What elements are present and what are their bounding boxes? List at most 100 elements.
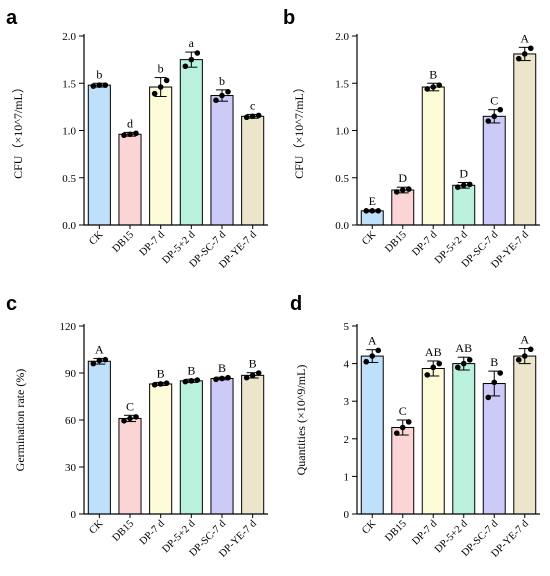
bar bbox=[513, 53, 537, 226]
y-axis-label: Quantities (×10^9/mL) bbox=[294, 365, 308, 476]
data-point bbox=[194, 377, 201, 383]
panel-d: d Quantities (×10^9/mL) 012345ACKCDB15AB… bbox=[290, 293, 540, 560]
data-point bbox=[375, 208, 382, 214]
significance-letter: C bbox=[399, 404, 407, 418]
category-label: DP-7 d bbox=[138, 229, 168, 259]
bar bbox=[87, 84, 111, 226]
data-point bbox=[182, 63, 189, 70]
data-point bbox=[194, 50, 201, 56]
data-point bbox=[363, 208, 370, 214]
data-point bbox=[243, 114, 250, 121]
data-point bbox=[127, 131, 133, 138]
data-point bbox=[399, 424, 406, 431]
bar bbox=[391, 427, 415, 515]
data-point bbox=[515, 357, 522, 363]
y-axis-label: CFU（×10^7/mL） bbox=[11, 81, 25, 179]
data-point bbox=[225, 374, 231, 381]
data-point bbox=[399, 187, 406, 193]
bar bbox=[149, 86, 173, 226]
y-axis-label: CFU（×10^7/mL） bbox=[292, 81, 306, 179]
data-point bbox=[527, 346, 534, 353]
y-tick-label: 0 bbox=[344, 509, 350, 521]
bar bbox=[118, 417, 142, 515]
data-point bbox=[121, 417, 127, 424]
data-point bbox=[249, 372, 256, 379]
data-point bbox=[454, 364, 461, 371]
data-point bbox=[369, 208, 376, 214]
data-point bbox=[255, 370, 262, 376]
y-tick-label: 1.0 bbox=[335, 126, 349, 138]
data-point bbox=[521, 353, 528, 359]
data-point bbox=[96, 82, 103, 88]
data-point bbox=[460, 360, 467, 367]
significance-letter: b bbox=[158, 62, 164, 76]
data-point bbox=[491, 379, 498, 386]
significance-letter: E bbox=[369, 194, 376, 208]
data-point bbox=[163, 77, 170, 84]
y-tick-label: 4 bbox=[344, 359, 350, 371]
data-point bbox=[151, 90, 158, 97]
data-point bbox=[497, 370, 504, 376]
y-tick-label: 120 bbox=[60, 321, 77, 333]
y-tick-label: 5 bbox=[344, 321, 350, 333]
y-tick-label: 90 bbox=[65, 368, 77, 380]
data-point bbox=[133, 414, 139, 420]
significance-letter: A bbox=[520, 333, 529, 347]
bar bbox=[87, 360, 111, 515]
panel-label-b: b bbox=[283, 7, 295, 29]
significance-letter: b bbox=[219, 74, 225, 88]
y-tick-label: 30 bbox=[65, 462, 77, 474]
bar bbox=[421, 86, 445, 226]
data-point bbox=[363, 358, 370, 365]
data-point bbox=[213, 376, 219, 383]
category-label: DP-7 d bbox=[410, 518, 440, 548]
data-point bbox=[527, 45, 534, 52]
category-label: DP-7 d bbox=[410, 229, 440, 259]
data-point bbox=[219, 375, 225, 382]
panel-label-c: c bbox=[6, 293, 17, 315]
bar bbox=[210, 95, 234, 226]
panel-label-d: d bbox=[290, 293, 302, 315]
data-point bbox=[90, 360, 97, 367]
data-point bbox=[255, 112, 262, 119]
data-point bbox=[393, 430, 400, 436]
data-point bbox=[96, 357, 103, 364]
significance-letter: C bbox=[490, 94, 498, 108]
y-tick-label: 1.0 bbox=[62, 126, 76, 138]
significance-letter: B bbox=[187, 363, 195, 377]
significance-letter: D bbox=[459, 166, 468, 180]
data-point bbox=[188, 378, 195, 384]
data-point bbox=[375, 347, 382, 354]
data-point bbox=[163, 380, 170, 386]
category-label: CK bbox=[360, 229, 378, 247]
bar bbox=[210, 377, 234, 515]
data-point bbox=[121, 132, 127, 139]
data-point bbox=[491, 113, 498, 120]
category-label: DB15 bbox=[111, 229, 137, 255]
data-point bbox=[460, 182, 467, 189]
category-label: CK bbox=[87, 518, 105, 536]
bar bbox=[360, 355, 384, 515]
y-tick-label: 2.0 bbox=[62, 31, 76, 43]
significance-letter: B bbox=[490, 355, 498, 369]
significance-letter: A bbox=[368, 334, 377, 348]
bar bbox=[179, 380, 203, 515]
data-point bbox=[133, 130, 139, 137]
data-point bbox=[102, 356, 109, 363]
data-point bbox=[393, 189, 400, 195]
data-point bbox=[405, 419, 412, 425]
category-label: DB15 bbox=[111, 518, 137, 544]
significance-letter: c bbox=[250, 98, 255, 112]
y-tick-label: 3 bbox=[344, 396, 350, 408]
data-point bbox=[243, 374, 250, 381]
data-point bbox=[219, 92, 225, 99]
data-point bbox=[436, 360, 443, 367]
data-point bbox=[249, 113, 256, 120]
y-tick-label: 0.5 bbox=[335, 173, 349, 185]
data-point bbox=[369, 353, 376, 359]
